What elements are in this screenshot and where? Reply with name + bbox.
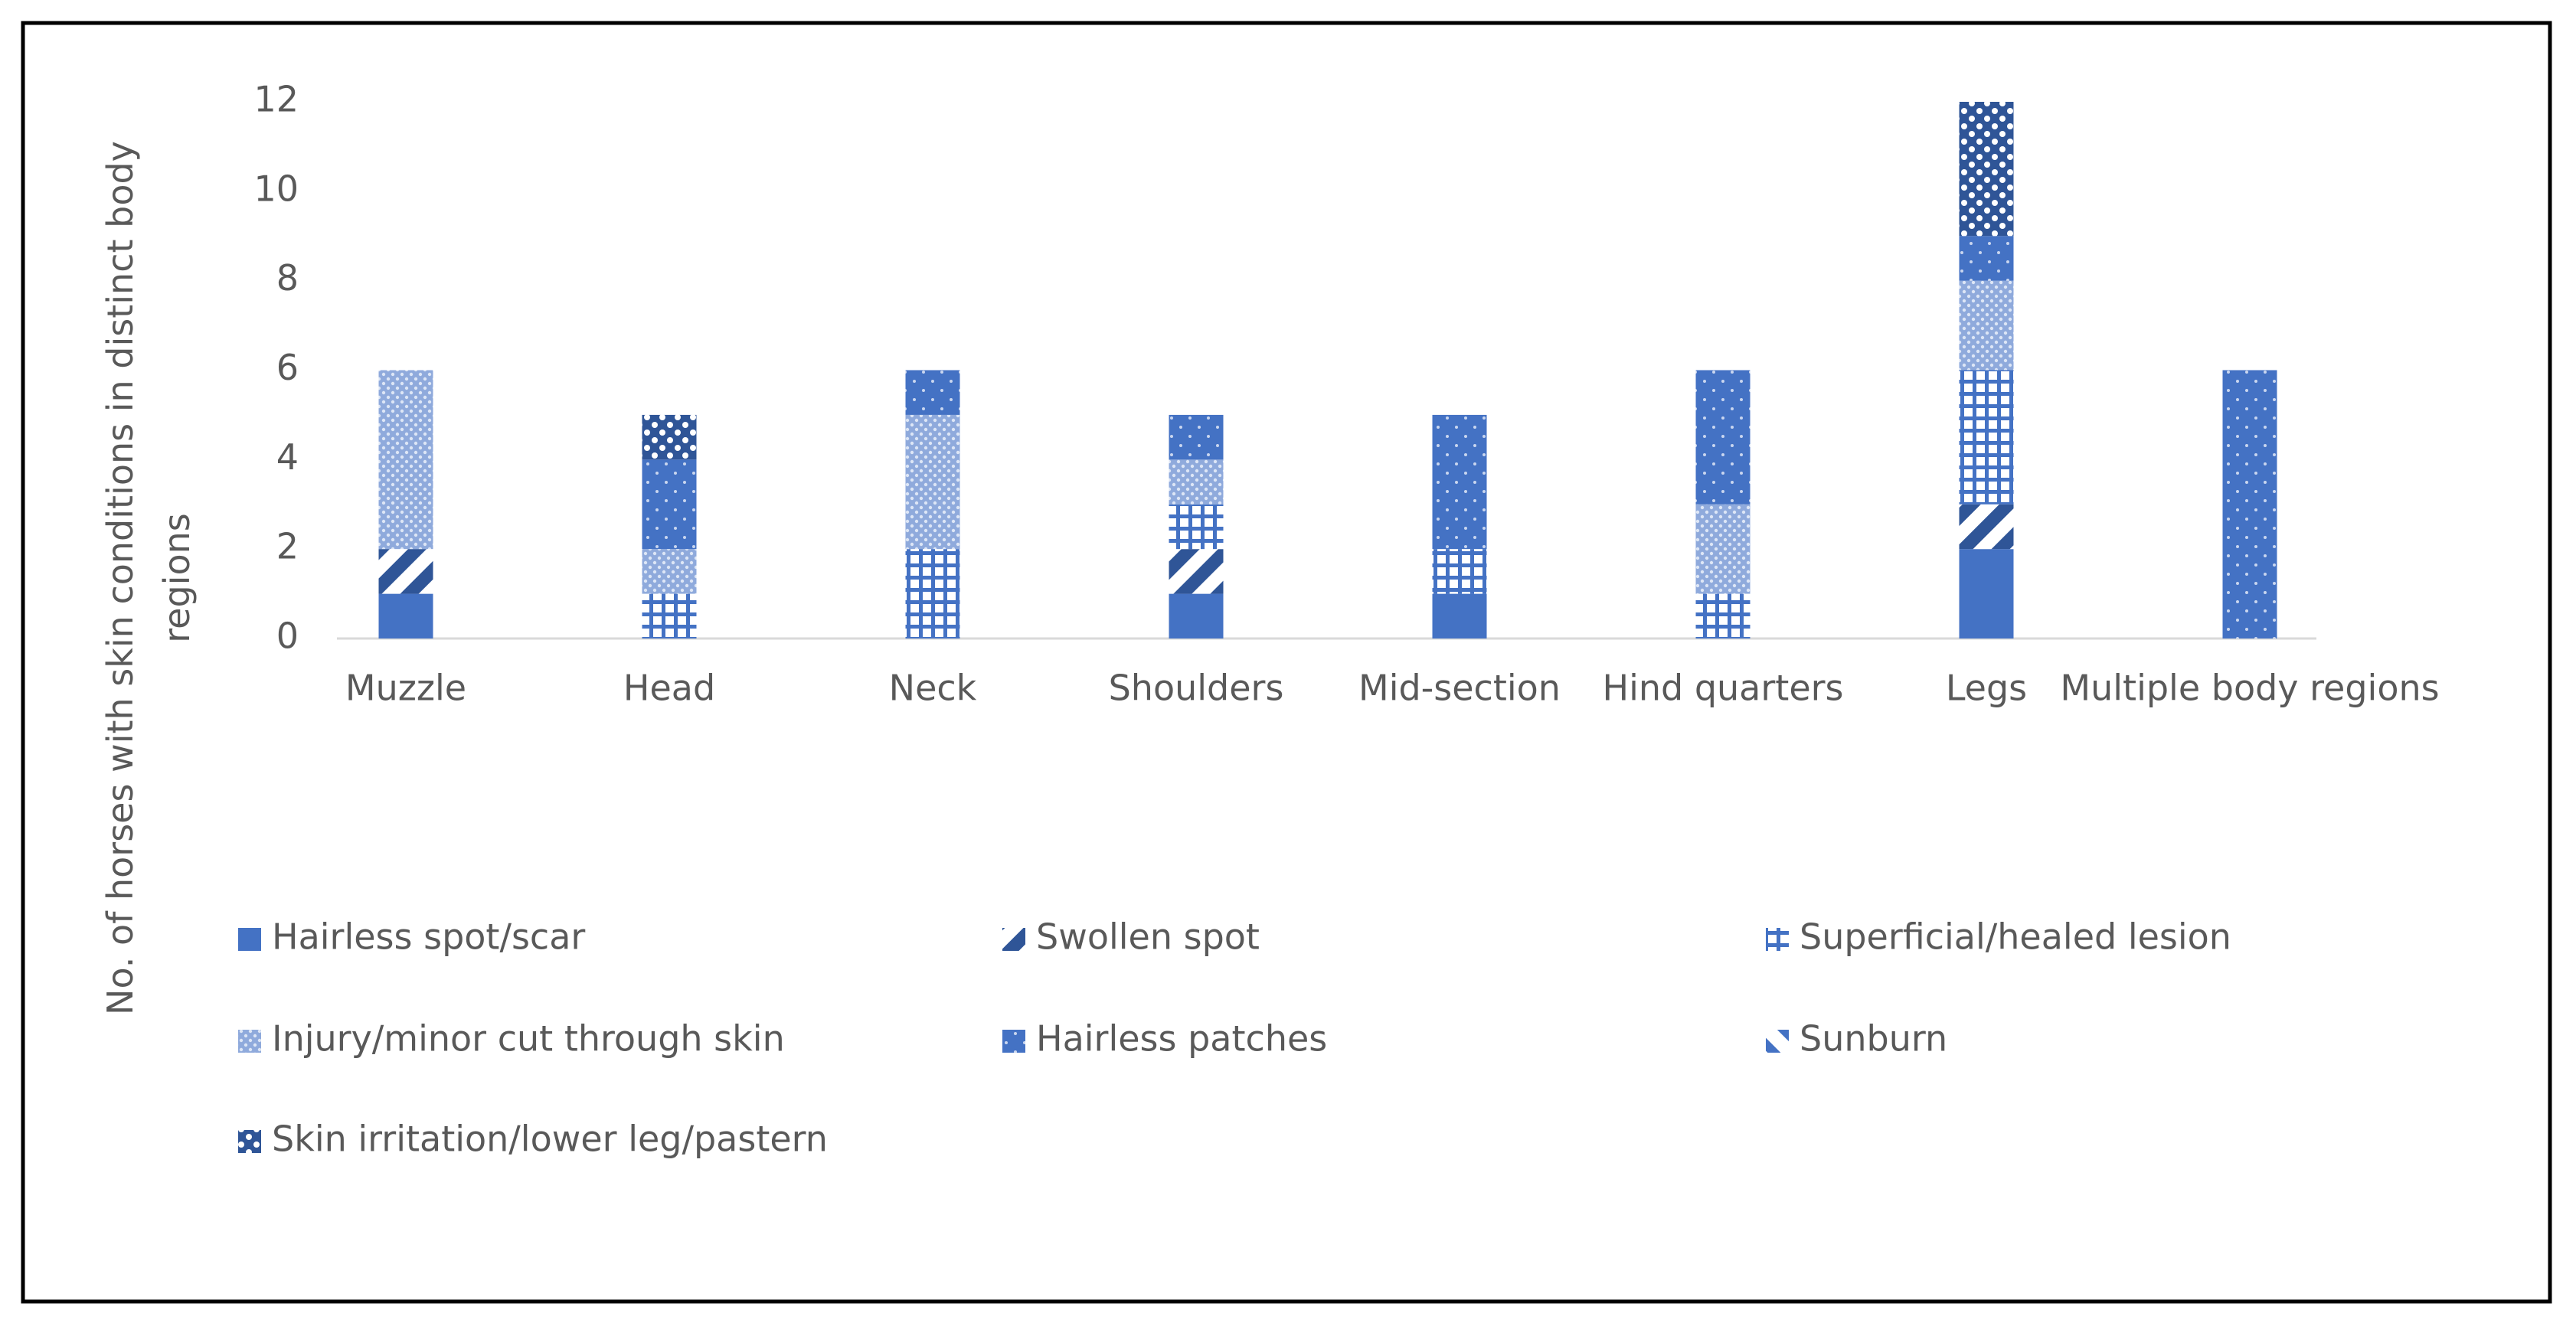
legend-swatch [1766, 1030, 1789, 1053]
bar-segment [1695, 504, 1751, 594]
bar-segment [642, 593, 697, 639]
y-tick-label: 10 [253, 168, 299, 209]
bar-segment [1432, 414, 1487, 550]
y-tick-label: 12 [253, 79, 299, 120]
legend-label: Hairless patches [1036, 1018, 1327, 1060]
legend-label: Swollen spot [1036, 916, 1260, 958]
legend-swatch [238, 928, 261, 951]
bar-segment [1432, 593, 1487, 639]
bar-segment [1169, 549, 1224, 594]
legend-label: Sunburn [1800, 1018, 1947, 1060]
bar-segment [1959, 370, 2014, 505]
legend-swatch [1002, 928, 1025, 951]
x-tick-label: Neck [889, 668, 977, 709]
x-tick-label: Shoulders [1109, 668, 1284, 709]
x-tick-label: Muzzle [345, 668, 466, 709]
bar-segment [1432, 549, 1487, 594]
y-tick-label: 4 [276, 436, 299, 478]
x-tick-label: Mid-section [1358, 668, 1561, 709]
x-tick-label: Legs [1946, 668, 2027, 709]
bar-segment [1959, 236, 2014, 281]
bar-segment [1695, 593, 1751, 639]
bar-segment [2222, 370, 2277, 639]
y-tick-label: 2 [276, 526, 299, 567]
bar-segment [1169, 504, 1224, 550]
x-tick-label: Hind quarters [1602, 668, 1843, 709]
legend-label: Skin irritation/lower leg/pastern [272, 1119, 828, 1160]
legend-swatch [1002, 1030, 1025, 1053]
bar-segment [1959, 504, 2014, 550]
bar-segment [1695, 370, 1751, 505]
bar-segment [905, 414, 960, 550]
x-tick-label: Multiple body regions [2060, 668, 2439, 709]
legend-swatch [238, 1030, 261, 1053]
legend-label: Hairless spot/scar [272, 916, 585, 958]
bar-segment [1959, 280, 2014, 371]
x-tick-label: Head [623, 668, 715, 709]
legend-label: Superficial/healed lesion [1800, 916, 2231, 958]
bar-segment [1169, 459, 1224, 505]
bar-segment [378, 593, 433, 639]
y-tick-label: 8 [276, 257, 299, 299]
bar-segment [642, 414, 697, 460]
bar-segment [642, 459, 697, 550]
bar-segment [642, 549, 697, 594]
y-tick-label: 0 [276, 616, 299, 657]
bar-segment [1169, 414, 1224, 460]
bar-segment [1169, 593, 1224, 639]
bar-segment [378, 549, 433, 594]
frame [21, 21, 2552, 1304]
bar-segment [905, 549, 960, 639]
bar-segment [1959, 102, 2014, 237]
legend-swatch [238, 1130, 261, 1153]
legend-swatch [1766, 928, 1789, 951]
legend-label: Injury/minor cut through skin [272, 1018, 785, 1060]
bar-segment [378, 370, 433, 550]
y-tick-label: 6 [276, 347, 299, 388]
bar-segment [1959, 549, 2014, 639]
bar-segment [905, 370, 960, 415]
